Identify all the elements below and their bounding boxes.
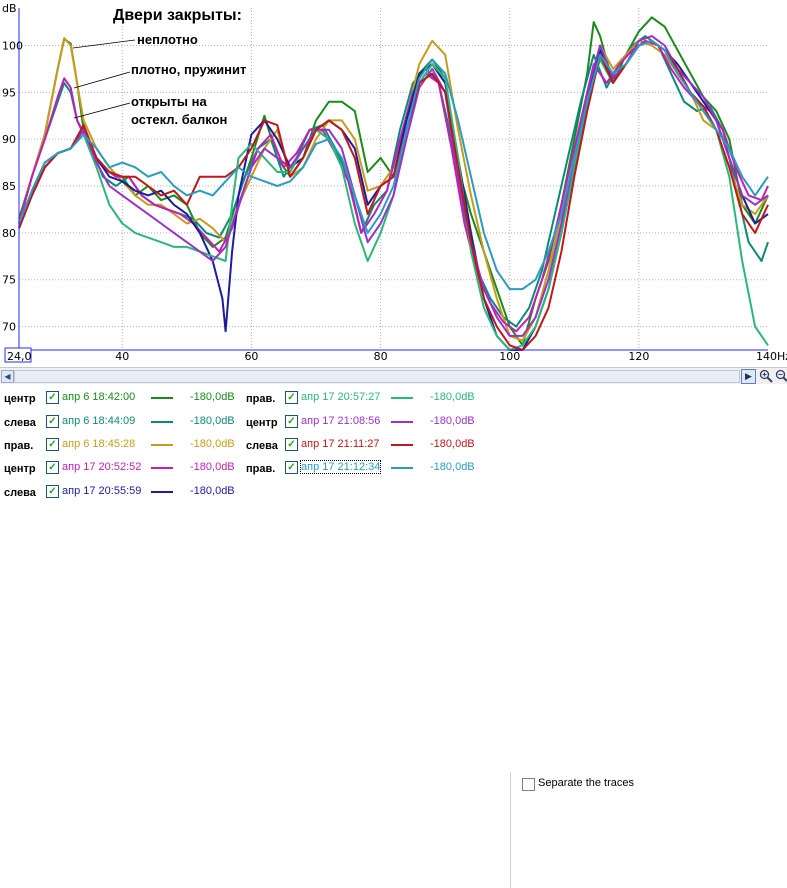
trace-color-swatch xyxy=(391,444,413,446)
x-tick-label: 120 xyxy=(628,350,649,363)
y-tick-label: 70 xyxy=(2,321,16,334)
annotation-open-2: остекл. балкон xyxy=(131,112,227,127)
trace-name[interactable]: апр 17 20:55:59 xyxy=(62,485,141,497)
trace-value: -180,0dB xyxy=(430,391,475,403)
trace-checkbox[interactable]: ✓ xyxy=(285,415,298,428)
trace-color-swatch xyxy=(391,467,413,469)
trace-checkbox[interactable]: ✓ xyxy=(46,415,59,428)
trace-color-swatch xyxy=(151,491,173,493)
trace-checkbox[interactable]: ✓ xyxy=(285,438,298,451)
trace-checkbox[interactable]: ✓ xyxy=(46,485,59,498)
trace-checkbox[interactable]: ✓ xyxy=(285,461,298,474)
trace-value: -180,0dB xyxy=(190,438,235,450)
trace-checkbox[interactable]: ✓ xyxy=(46,461,59,474)
scroll-left-arrow-icon[interactable]: ◀ xyxy=(1,370,14,383)
x-tick-label: 40 xyxy=(115,350,129,363)
x-tick-label: 24,0 xyxy=(7,350,32,363)
legend-group-label: центр xyxy=(246,417,278,429)
trace-name[interactable]: апр 17 21:08:56 xyxy=(301,415,380,427)
x-tick-label: 60 xyxy=(244,350,258,363)
trace-value: -180,0dB xyxy=(190,485,235,497)
trace-color-swatch xyxy=(391,421,413,423)
legend-group-label: слева xyxy=(4,417,36,429)
trace-checkbox[interactable]: ✓ xyxy=(285,391,298,404)
trace-name[interactable]: апр 6 18:44:09 xyxy=(62,415,135,427)
y-tick-label: 80 xyxy=(2,227,16,240)
trace-color-swatch xyxy=(151,397,173,399)
annotation-loose: неплотно xyxy=(137,32,198,47)
y-tick-label: 95 xyxy=(2,86,16,99)
y-tick-label: 85 xyxy=(2,180,16,193)
trace-checkbox[interactable]: ✓ xyxy=(46,438,59,451)
legend-divider xyxy=(510,772,511,888)
y-tick-label: 100 xyxy=(2,39,23,52)
trace-value: -180,0dB xyxy=(430,415,475,427)
trace-name[interactable]: апр 6 18:45:28 xyxy=(62,438,135,450)
trace-value: -180,0dB xyxy=(430,461,475,473)
trace-checkbox[interactable]: ✓ xyxy=(46,391,59,404)
trace-color-swatch xyxy=(151,467,173,469)
trace-name[interactable]: апр 17 20:52:52 xyxy=(62,461,141,473)
legend-group-label: центр xyxy=(4,393,36,405)
x-tick-label: 140Hz xyxy=(756,350,787,363)
trace-value: -180,0dB xyxy=(190,415,235,427)
separate-traces-checkbox[interactable] xyxy=(522,778,535,791)
legend-group-label: центр xyxy=(4,463,36,475)
legend-group-label: прав. xyxy=(4,440,33,452)
separate-traces-label: Separate the traces xyxy=(538,777,634,789)
trace-name[interactable]: апр 6 18:42:00 xyxy=(62,391,135,403)
y-tick-label: 75 xyxy=(2,274,16,287)
legend-group-label: слева xyxy=(4,487,36,499)
chart-title: Двери закрыты: xyxy=(113,7,242,24)
trace-name[interactable]: апр 17 21:11:27 xyxy=(301,438,380,450)
zoom-out-icon[interactable] xyxy=(775,369,787,383)
legend-group-label: слева xyxy=(246,440,278,452)
horizontal-scrollbar[interactable]: ◀ ▶ xyxy=(0,367,787,384)
trace-color-swatch xyxy=(391,397,413,399)
trace-value: -180,0dB xyxy=(430,438,475,450)
annotation-open-1: открыты на xyxy=(131,94,207,109)
trace-name[interactable]: апр 17 20:57:27 xyxy=(301,391,380,403)
y-tick-label: 90 xyxy=(2,133,16,146)
legend-group-label: прав. xyxy=(246,393,275,405)
annotation-tight: плотно, пружинит xyxy=(131,62,246,77)
legend-group-label: прав. xyxy=(246,463,275,475)
zoom-in-icon[interactable] xyxy=(759,369,773,383)
x-tick-label: 100 xyxy=(499,350,520,363)
trace-value: -180,0dB xyxy=(190,461,235,473)
scroll-track[interactable] xyxy=(14,370,740,383)
x-tick-label: 80 xyxy=(374,350,388,363)
trace-name[interactable]: апр 17 21:12:34 xyxy=(301,461,380,473)
trace-value: -180,0dB xyxy=(190,391,235,403)
trace-color-swatch xyxy=(151,444,173,446)
y-tick-label: dB xyxy=(2,2,17,15)
scroll-right-arrow-icon[interactable]: ▶ xyxy=(741,369,756,384)
trace-color-swatch xyxy=(151,421,173,423)
